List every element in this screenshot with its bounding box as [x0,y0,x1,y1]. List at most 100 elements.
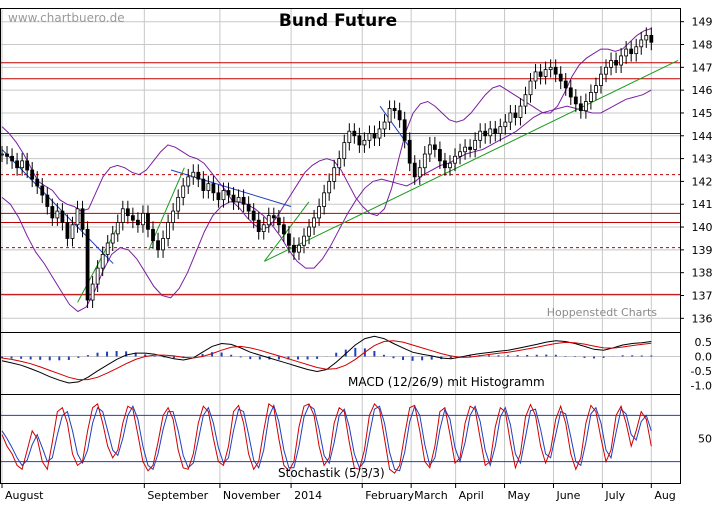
candle-body [40,185,45,196]
candle-body [146,212,150,230]
candle-body [624,48,629,57]
candle-body [573,96,578,105]
candle-body [281,224,286,235]
candle-body [50,206,55,219]
macd-y-axis: 0.5 0.0-0.5-1.0 [691,336,712,392]
candle-body [226,190,231,196]
candle-body [10,155,14,162]
candle-body [629,48,634,55]
candle-body [115,222,120,235]
candle-body [5,153,9,157]
candle-body [45,194,50,207]
stochastic-slow-line [1,403,652,472]
x-tick-label: August [5,489,44,502]
candle-body [55,210,60,219]
candle-body [70,224,75,239]
price-tick-label: 144 [692,130,713,143]
trend-line-blue [379,105,412,150]
candle-body [100,254,105,269]
candle-body [176,196,181,212]
x-tick-label: September [147,489,208,502]
macd-tick-label: -1.0 [691,379,712,392]
candle-body [120,208,125,223]
candle-body [221,190,226,201]
candle-body [553,66,558,75]
candle-body [528,80,533,96]
candle-body [261,224,266,233]
candle-body [599,73,603,86]
candle-body [125,208,130,217]
candle-body [372,133,377,139]
macd-label: MACD (12/26/9) mit Histogramm [348,375,545,389]
candle-body [382,121,387,130]
x-tick-label: April [459,489,484,502]
candle-body [110,233,115,244]
stoch-tick-label: 50 [698,433,712,446]
candle-body [206,183,211,191]
candle-body [105,242,110,255]
candle-body [438,149,442,162]
price-tick-label: 146 [692,84,713,97]
candle-body [448,162,452,169]
candle-body [604,66,608,75]
candle-body [236,196,241,203]
price-tick-label: 138 [692,267,713,280]
candle-body [181,185,186,198]
candle-body [352,130,357,137]
candle-body [392,107,397,112]
macd-tick-label: 0.5 [695,336,713,349]
price-tick-label: 142 [692,175,713,188]
candle-body [166,222,171,239]
candle-body [231,194,236,203]
candle-body [130,215,135,221]
candle-body [171,210,176,223]
candle-body [196,171,201,180]
candle-body [498,126,503,134]
price-grid [0,8,680,332]
candle-body [377,128,382,139]
x-tick-label: November [223,489,281,502]
candle-body [85,228,90,301]
candle-body [191,171,196,178]
candle-body [312,217,316,228]
price-tick-label: 148 [692,39,713,52]
price-tick-label: 139 [692,244,713,257]
candle-body [619,55,624,66]
candle-body [60,210,65,223]
candle-body [337,158,342,169]
candle-body [35,178,40,187]
x-tick-label: June [555,489,580,502]
candle-body [271,215,276,219]
candle-body [317,206,322,219]
candle-body [583,101,588,112]
candle-body [609,60,613,68]
x-tick-label: March [414,489,448,502]
trend-line-green [263,201,310,262]
price-tick-label: 140 [692,221,713,234]
candle-body [614,60,618,66]
candle-body [90,283,95,301]
candle-body [518,105,523,118]
candle-body [513,112,518,118]
price-tick-label: 136 [692,312,713,325]
candle-body [297,244,301,253]
macd-grid [0,332,680,394]
candle-body [136,219,140,226]
x-tick-label: February [365,489,414,502]
candle-body [483,130,488,137]
price-panel [0,27,680,313]
price-tick-label: 137 [692,289,713,302]
candle-body [432,144,437,150]
candle-body [201,178,206,191]
trend-line-blue [170,169,292,207]
source-label: Hoppenstedt Charts [547,306,658,319]
candle-body [387,107,392,123]
candle-body [302,235,306,246]
candle-body [342,142,347,159]
candle-body [568,87,573,98]
candle-body [649,34,654,43]
candle-body [397,110,402,121]
candle-body [463,146,467,153]
chart-title: Bund Future [279,11,397,31]
